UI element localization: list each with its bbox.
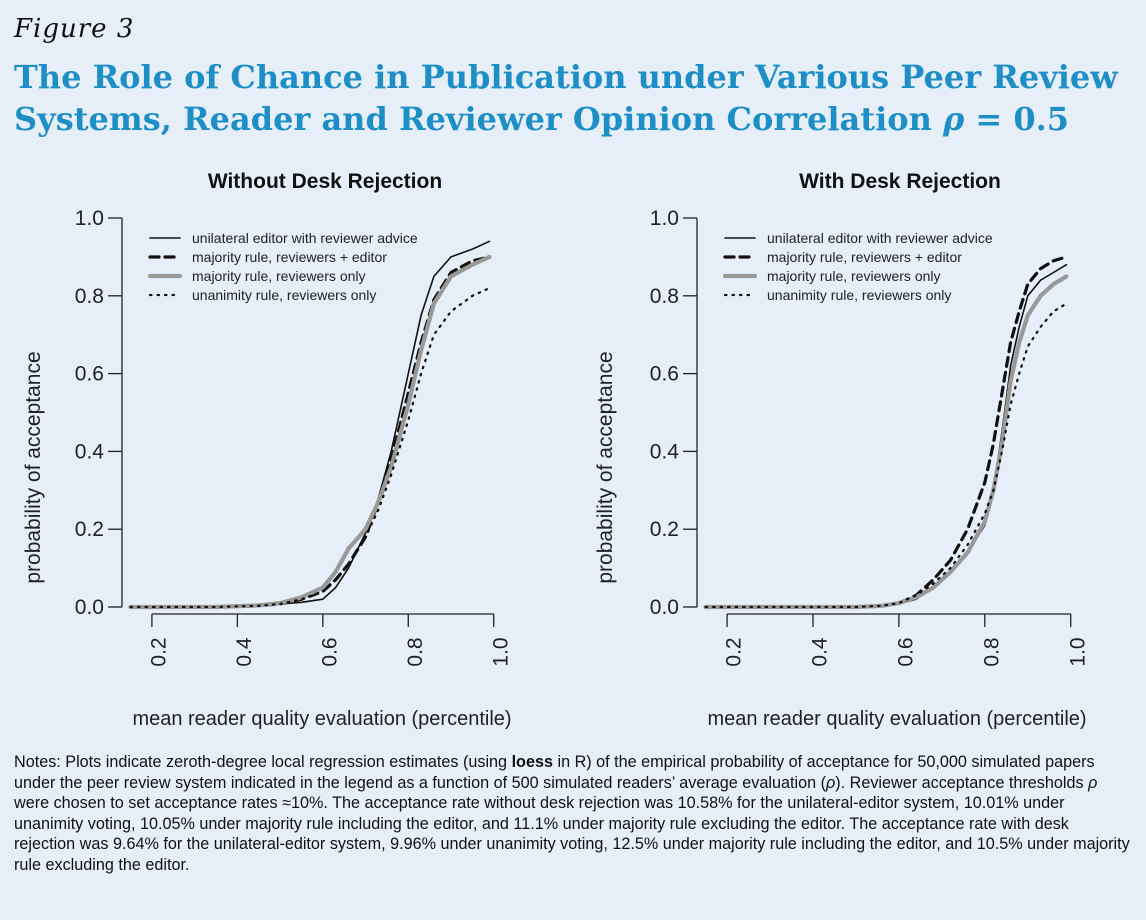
- notes-part-4: were chosen to set acceptance rates ≈10%…: [14, 794, 1130, 874]
- chart-panel-2: With Desk Rejection 0.0 0.2 0.4 0.6 0.8 1.0 pro…: [594, 170, 1089, 730]
- figure-title-text: The Role of Chance in Publication under …: [14, 58, 1118, 138]
- series-line-4: [129, 286, 491, 609]
- series-line-3: [128, 254, 492, 610]
- y-tick-label: 0.0: [650, 596, 679, 619]
- x-tick-label: 0.4: [233, 637, 256, 667]
- series-line-4: [704, 302, 1068, 609]
- notes-symbol-2: ρ: [1088, 773, 1098, 792]
- figure-title-symbol: ρ: [942, 100, 965, 138]
- y-tick-label: 0.8: [75, 285, 104, 308]
- series-line-1: [704, 263, 1068, 608]
- x-tick-label: 0.2: [147, 637, 170, 666]
- y-tick-label: 1.0: [75, 207, 104, 230]
- y-tick-label: 1.0: [650, 207, 679, 230]
- x-tick-label: 0.8: [404, 637, 427, 666]
- figure-title-value: = 0.5: [964, 100, 1070, 138]
- legend-label: unilateral editor with reviewer advice: [192, 230, 418, 246]
- x-tick-label: 0.6: [894, 637, 917, 666]
- x-tick-label: 0.4: [809, 637, 832, 667]
- x-axis-label: mean reader quality evaluation (percenti…: [132, 708, 511, 730]
- notes-part-1: Notes: Plots indicate zeroth-degree loca…: [14, 753, 512, 771]
- chart-panel-1: Without Desk Rejection 0.0 0.2 0.4 0.6 0.8 1.0…: [22, 170, 512, 730]
- legend-label: unanimity rule, reviewers only: [767, 287, 951, 303]
- x-tick-label: 0.6: [318, 637, 341, 666]
- series-line-2: [704, 255, 1068, 609]
- x-axis-label: mean reader quality evaluation (percenti…: [707, 708, 1086, 730]
- y-tick-label: 0.8: [650, 285, 679, 308]
- legend-label: majority rule, reviewers only: [192, 268, 366, 284]
- legend-label: majority rule, reviewers + editor: [767, 249, 962, 265]
- y-tick-label: 0.6: [650, 363, 679, 386]
- charts-area: Without Desk Rejection 0.0 0.2 0.4 0.6 0.8 1.0…: [22, 170, 1089, 730]
- y-tick-label: 0.4: [75, 440, 105, 463]
- notes-bold-loess: loess: [511, 753, 553, 771]
- y-tick-label: 0.2: [650, 518, 679, 541]
- x-tick-label: 1.0: [489, 637, 512, 666]
- legend-label: unanimity rule, reviewers only: [192, 287, 376, 303]
- x-tick-label: 0.2: [723, 637, 746, 666]
- chart-title: Without Desk Rejection: [208, 170, 442, 193]
- legend-label: majority rule, reviewers only: [767, 268, 941, 284]
- legend-label: majority rule, reviewers + editor: [192, 249, 387, 265]
- y-tick-label: 0.0: [75, 596, 104, 619]
- figure-label: Figure 3: [14, 14, 135, 44]
- x-tick-label: 0.8: [980, 637, 1003, 666]
- notes-symbol-1: ρ: [825, 773, 836, 792]
- notes-part-3: ). Reviewer acceptance thresholds: [835, 773, 1089, 792]
- series-line-2: [128, 255, 492, 609]
- y-axis-label: probability of acceptance: [22, 351, 45, 583]
- y-tick-label: 0.2: [75, 518, 104, 541]
- figure-title: The Role of Chance in Publication under …: [14, 56, 1124, 140]
- legend-label: unilateral editor with reviewer advice: [767, 230, 993, 246]
- x-tick-label: 1.0: [1066, 637, 1089, 666]
- series-line-3: [703, 274, 1069, 610]
- figure-notes: Notes: Plots indicate zeroth-degree loca…: [14, 752, 1132, 875]
- notes-part-2: in R) of the empirical probability of ac…: [14, 753, 1095, 792]
- y-tick-label: 0.4: [650, 440, 680, 463]
- y-axis-label: probability of acceptance: [594, 351, 617, 583]
- chart-title: With Desk Rejection: [799, 170, 1001, 193]
- y-tick-label: 0.6: [75, 363, 104, 386]
